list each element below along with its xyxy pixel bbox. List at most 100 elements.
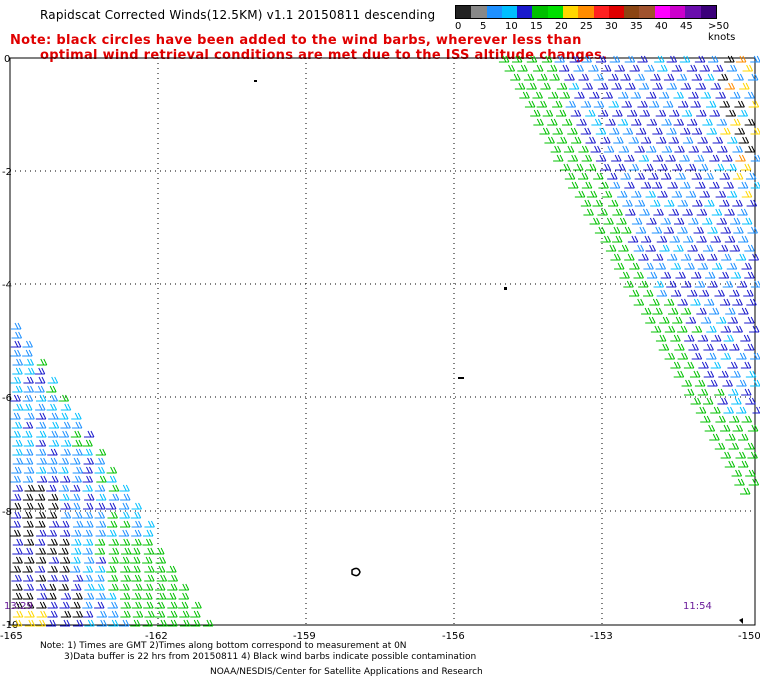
scale-tick-label: 30: [605, 21, 618, 32]
wind-barb: [72, 619, 84, 627]
wind-barb: [22, 421, 34, 429]
footer-note-2: 3)Data buffer is 22 hrs from 20150811 4)…: [64, 652, 477, 662]
wind-barb: [46, 511, 58, 519]
wind-barb: [667, 307, 679, 315]
wind-barb: [70, 430, 82, 438]
wind-barb: [651, 226, 663, 234]
wind-barb: [12, 403, 24, 411]
wind-barb: [716, 316, 727, 324]
wind-barb: [179, 610, 190, 618]
wind-barb: [717, 73, 729, 81]
wind-barb: [593, 172, 604, 180]
wind-barb: [12, 592, 23, 600]
wind-barb: [58, 583, 69, 591]
wind-barb: [670, 262, 682, 270]
wind-barb: [614, 262, 625, 270]
wind-barb: [106, 529, 117, 537]
wind-barb: [698, 289, 710, 297]
wind-barb: [708, 55, 719, 63]
wind-barb: [60, 403, 72, 411]
wind-barb: [639, 208, 650, 216]
wind-barb: [735, 253, 747, 261]
wind-barb: [569, 55, 581, 63]
wind-barb: [737, 181, 749, 189]
map-title: Rapidscat Corrected Winds(12.5KM) v1.1 2…: [40, 8, 436, 22]
wind-barb: [94, 583, 105, 591]
wind-barb: [34, 376, 46, 384]
wind-barb: [70, 484, 81, 492]
wind-barb: [676, 73, 688, 81]
wind-barb: [717, 343, 728, 351]
wind-barb: [71, 421, 83, 429]
wind-barb: [706, 352, 717, 360]
wind-barb: [691, 73, 703, 81]
wind-barb: [681, 280, 692, 288]
wind-barb: [12, 547, 23, 555]
wind-barb: [732, 172, 744, 180]
wind-barb: [680, 127, 691, 135]
wind-barb: [12, 583, 23, 591]
wind-barb: [46, 484, 57, 492]
wind-barb: [35, 403, 46, 411]
scale-tick-label: 40: [655, 21, 668, 32]
wind-barb: [609, 181, 621, 189]
wind-barb: [580, 199, 592, 207]
wind-barb: [607, 199, 619, 207]
wind-barb: [72, 466, 84, 474]
wind-barb: [687, 244, 698, 252]
wind-barb: [24, 610, 35, 618]
wind-barb: [612, 208, 623, 216]
wind-barb: [622, 127, 634, 135]
wind-barb: [24, 367, 35, 375]
wind-barb: [715, 415, 726, 423]
wind-barb: [48, 556, 60, 564]
wind-barb: [735, 154, 746, 162]
wind-barb: [191, 601, 202, 609]
wind-barb: [745, 172, 757, 180]
wind-barb: [581, 154, 593, 162]
wind-barb: [519, 91, 530, 99]
wind-barb: [693, 154, 705, 162]
wind-barb: [548, 91, 559, 99]
wind-barb: [58, 466, 69, 474]
wind-barb: [714, 163, 725, 171]
wind-barb: [745, 397, 756, 405]
wind-barb: [561, 118, 573, 126]
wind-barb: [143, 547, 155, 555]
wind-barb: [130, 547, 141, 555]
wind-barb: [142, 556, 153, 564]
wind-barb: [700, 415, 711, 423]
wind-barb: [677, 325, 688, 333]
wind-barb: [570, 109, 582, 117]
wind-barb: [72, 448, 83, 456]
wind-barb: [546, 64, 558, 72]
wind-barb: [47, 394, 58, 402]
wind-barb: [580, 127, 592, 135]
wind-barb: [656, 136, 667, 144]
wind-barb: [633, 271, 644, 279]
wind-barb: [120, 601, 132, 609]
wind-barb: [60, 439, 72, 447]
wind-barb: [715, 91, 726, 99]
wind-barb: [710, 235, 722, 243]
wind-barb: [731, 397, 742, 405]
wind-barb: [605, 244, 617, 252]
wind-barb: [22, 448, 34, 456]
wind-barb: [657, 190, 668, 198]
wind-barb: [595, 127, 607, 135]
wind-barb: [631, 217, 643, 225]
wind-barb: [12, 556, 23, 564]
wind-barb: [690, 298, 701, 306]
wind-barb: [155, 583, 166, 591]
wind-barb: [10, 511, 22, 519]
wind-barb: [107, 601, 119, 609]
wind-barb: [35, 574, 47, 582]
wind-barb: [514, 82, 526, 90]
wind-barb: [747, 451, 758, 459]
wind-barb: [673, 217, 685, 225]
wind-barb: [547, 118, 558, 126]
wind-barb: [95, 448, 107, 456]
wind-barb: [664, 352, 676, 360]
wind-barb: [12, 484, 24, 492]
wind-barb: [638, 82, 650, 90]
